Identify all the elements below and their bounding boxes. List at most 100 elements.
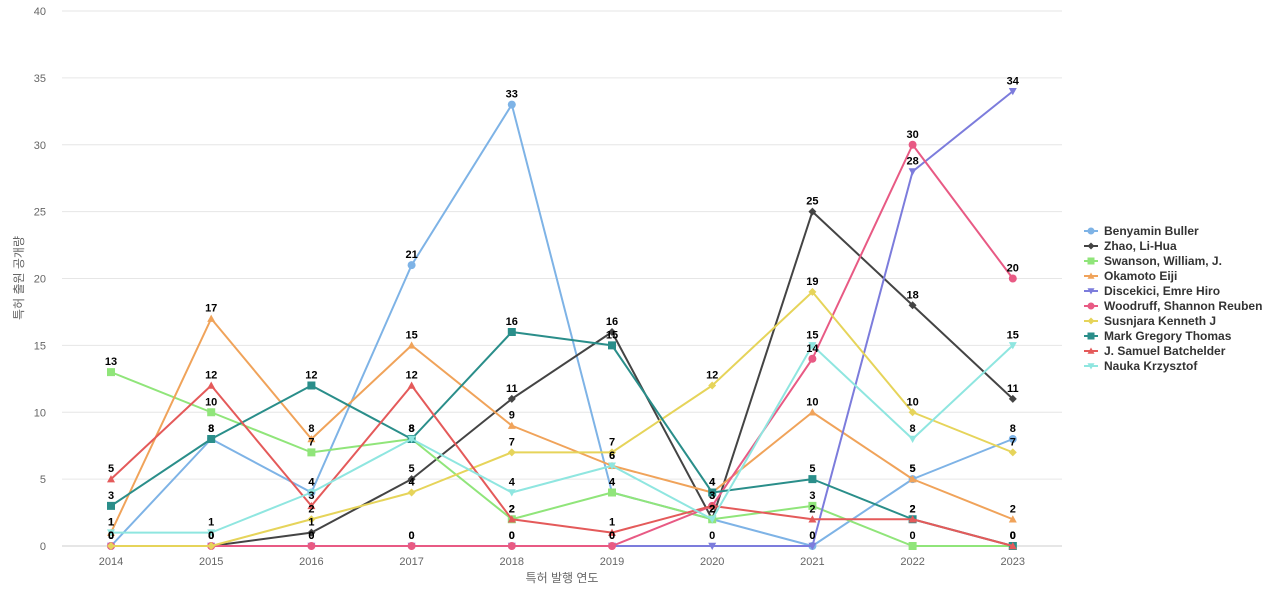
data-point — [1008, 435, 1017, 443]
series-j-samuel-batchelder — [107, 381, 1017, 550]
legend-item[interactable]: Nauka Krzysztof — [1084, 359, 1198, 373]
data-point — [908, 140, 917, 149]
legend-item[interactable]: Mark Gregory Thomas — [1084, 329, 1232, 343]
data-point — [808, 475, 817, 484]
series-line — [110, 371, 1013, 547]
data-point — [407, 475, 416, 484]
x-tick-label: 2019 — [600, 556, 624, 568]
data-label: 0 — [1010, 530, 1016, 542]
y-tick-label: 0 — [40, 541, 46, 553]
data-point — [608, 528, 616, 536]
data-point — [407, 261, 416, 270]
data-label: 0 — [108, 530, 114, 542]
series-line — [111, 344, 1014, 534]
data-point — [207, 529, 216, 537]
legend-item[interactable]: Woodruff, Shannon Reuben — [1084, 299, 1262, 313]
y-axis-ticks: 0 5 10 15 20 25 30 35 40 — [34, 6, 46, 553]
data-label: 4 — [709, 477, 716, 489]
legend-marker — [1087, 257, 1095, 265]
legend-item[interactable]: Zhao, Li-Hua — [1084, 239, 1177, 253]
data-label: 1 — [108, 517, 114, 529]
data-label: 0 — [308, 530, 314, 542]
data-label: 21 — [405, 249, 417, 261]
data-label: 20 — [1007, 263, 1019, 275]
series-susnjara-kenneth-j — [107, 287, 1017, 550]
data-label: 12 — [205, 370, 217, 382]
legend-marker — [1087, 363, 1095, 370]
data-label: 1 — [308, 517, 314, 529]
data-point — [908, 475, 917, 483]
legend-label: Swanson, William, J. — [1104, 254, 1222, 268]
data-label: 0 — [1010, 530, 1016, 542]
data-label: 0 — [308, 530, 314, 542]
data-label: 2 — [709, 503, 715, 515]
data-point — [608, 462, 616, 470]
data-point — [1008, 394, 1017, 403]
data-label: 10 — [806, 396, 818, 408]
data-label: 0 — [809, 530, 815, 542]
data-label: 6 — [609, 450, 615, 462]
data-label: 8 — [208, 423, 214, 435]
series-line — [111, 143, 1014, 547]
series-group — [107, 88, 1017, 550]
data-label: 34 — [1007, 75, 1020, 87]
legend-item[interactable]: Susnjara Kenneth J — [1084, 314, 1216, 328]
data-label: 25 — [806, 196, 818, 208]
data-point — [507, 421, 516, 429]
data-point — [908, 542, 917, 550]
legend-marker — [1087, 242, 1095, 250]
legend-item[interactable]: J. Samuel Batchelder — [1084, 344, 1226, 358]
series-line — [110, 384, 1014, 547]
data-point — [808, 542, 817, 550]
data-point — [708, 381, 717, 390]
data-label: 10 — [906, 396, 918, 408]
data-label: 8 — [208, 423, 214, 435]
data-point — [207, 542, 216, 550]
data-label: 5 — [910, 463, 916, 475]
data-label: 7 — [1010, 436, 1016, 448]
data-point — [808, 515, 817, 523]
data-label: 0 — [609, 530, 615, 542]
data-point — [908, 435, 917, 443]
data-label: 5 — [809, 463, 815, 475]
data-point — [808, 342, 817, 350]
legend-label: Woodruff, Shannon Reuben — [1104, 299, 1262, 313]
x-axis-title: 특허 발행 연도 — [526, 570, 599, 585]
data-point — [908, 408, 917, 417]
data-label: 3 — [709, 490, 715, 502]
data-label: 0 — [108, 530, 114, 542]
data-point — [708, 501, 717, 510]
data-point — [708, 542, 717, 550]
data-label: 7 — [609, 436, 615, 448]
legend-label: Okamoto Eiji — [1104, 269, 1177, 283]
data-label: 4 — [409, 477, 416, 489]
data-label: 11 — [506, 383, 518, 395]
legend-label: Mark Gregory Thomas — [1104, 329, 1232, 343]
legend-item[interactable]: Okamoto Eiji — [1084, 269, 1177, 283]
legend-item[interactable]: Benyamin Buller — [1084, 224, 1199, 238]
data-label: 15 — [806, 329, 818, 341]
data-label: 0 — [208, 530, 214, 542]
data-label: 0 — [609, 530, 615, 542]
data-point — [407, 488, 416, 497]
x-tick-label: 2017 — [399, 556, 423, 568]
data-point — [207, 408, 216, 417]
data-point — [307, 528, 316, 537]
legend-item[interactable]: Swanson, William, J. — [1084, 254, 1222, 268]
data-label: 8 — [409, 423, 415, 435]
series-zhao-li-hua — [107, 207, 1017, 550]
legend-marker — [1087, 317, 1095, 325]
legend-item[interactable]: Discekici, Emre Hiro — [1084, 284, 1220, 298]
data-point — [507, 448, 516, 457]
data-point — [1008, 542, 1017, 550]
data-point — [307, 515, 316, 524]
x-axis-ticks: 2014 2015 2016 2017 2018 2019 2020 2021 2022 2023 — [99, 556, 1025, 568]
data-point — [608, 542, 616, 550]
data-label: 4 — [709, 477, 716, 489]
y-tick-label: 20 — [34, 274, 46, 286]
series-line — [111, 290, 1014, 547]
data-point — [107, 368, 115, 377]
data-point — [107, 529, 115, 537]
